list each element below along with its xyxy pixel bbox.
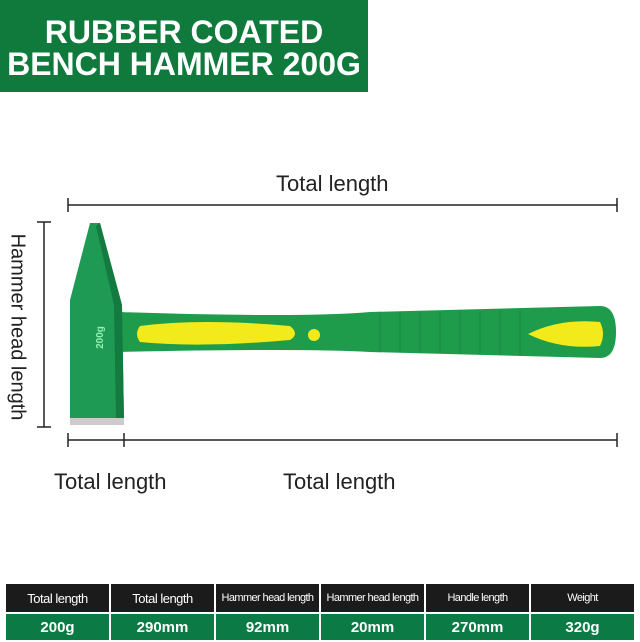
spec-header: Hammer head length — [214, 582, 321, 614]
spec-value: 20mm — [319, 612, 426, 642]
spec-table: Total length Total length Hammer head le… — [4, 582, 636, 642]
spec-value: 92mm — [214, 612, 321, 642]
spec-header-row: Total length Total length Hammer head le… — [4, 582, 636, 614]
spec-header: Handle length — [424, 582, 531, 614]
dimension-label-head-length: Hammer head length — [6, 233, 29, 421]
dimension-label-total-length: Total length — [276, 171, 389, 196]
dimension-label-head-length-wrap: Hammer head length — [2, 224, 32, 430]
title-line-1: RUBBER COATED — [44, 14, 324, 50]
spec-value-row: 200g 290mm 92mm 20mm 270mm 320g — [4, 612, 636, 642]
spec-value: 320g — [529, 612, 636, 642]
spec-header: Hammer head length — [319, 582, 426, 614]
dimension-lines — [37, 198, 618, 447]
hammer-head — [70, 223, 124, 425]
spec-header: Weight — [529, 582, 636, 614]
dimension-label-head-width: Total length — [54, 469, 167, 494]
title-line-2: BENCH HAMMER 200G — [7, 46, 361, 82]
dimension-label-handle-length: Total length — [283, 469, 396, 494]
head-marking: 200g — [94, 326, 106, 349]
title-banner: RUBBER COATED BENCH HAMMER 200G — [0, 0, 368, 92]
spec-header: Total length — [109, 582, 216, 614]
spec-value: 270mm — [424, 612, 531, 642]
hammer-handle — [118, 306, 616, 358]
spec-value: 200g — [4, 612, 111, 642]
spec-header: Total length — [4, 582, 111, 614]
spec-value: 290mm — [109, 612, 216, 642]
